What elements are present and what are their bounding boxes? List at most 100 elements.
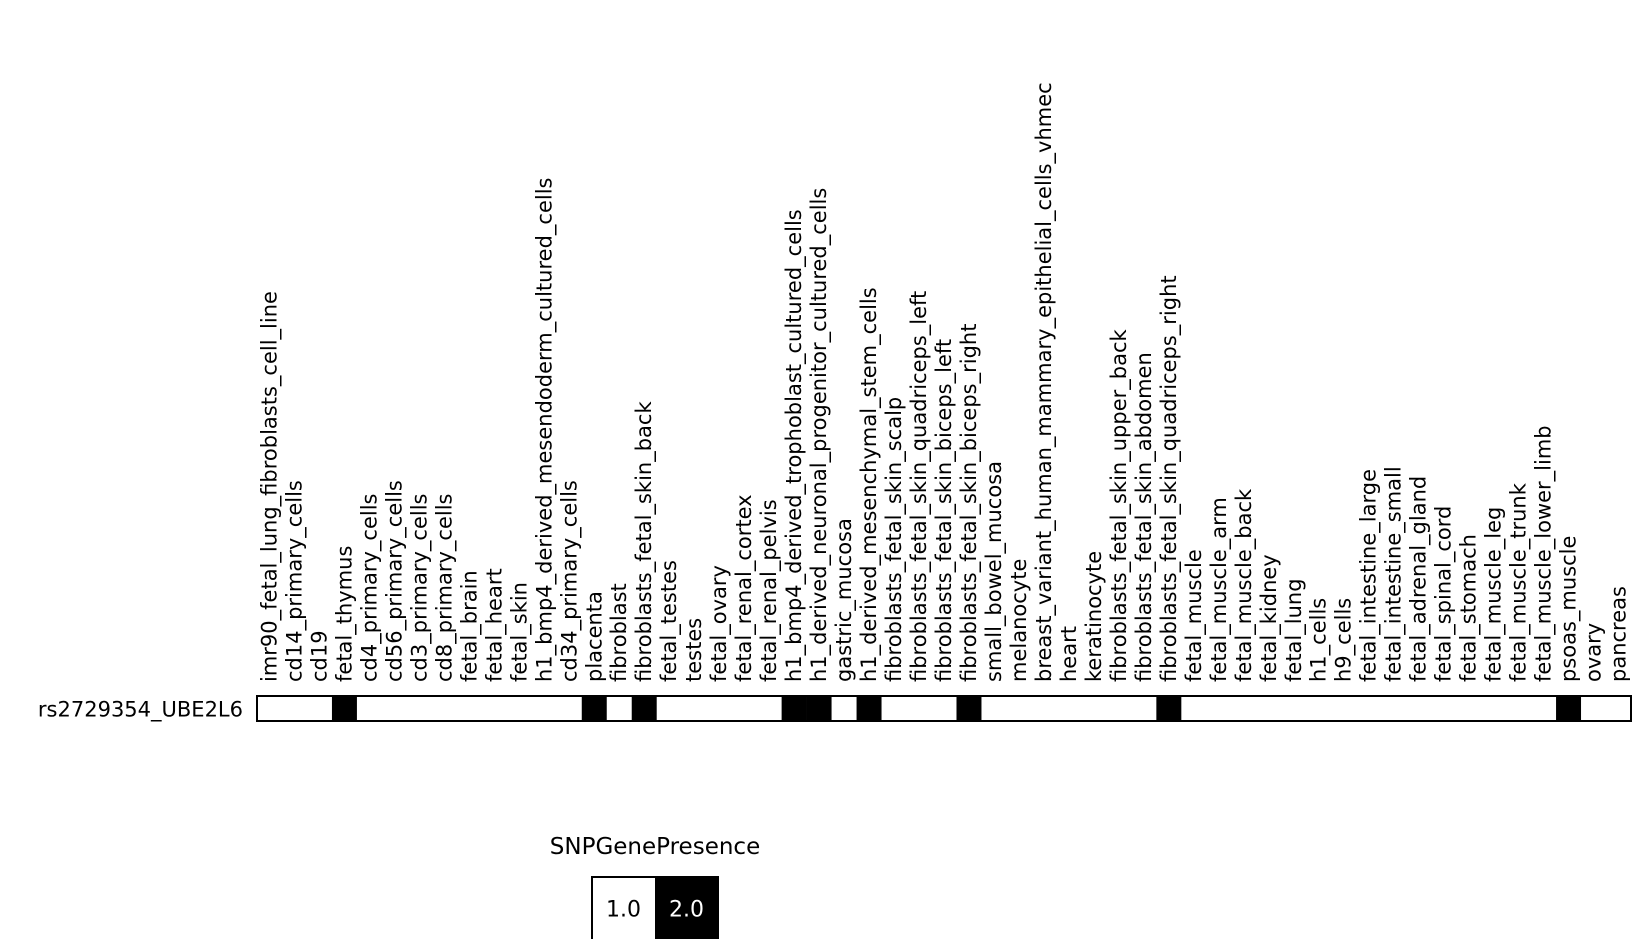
heatmap-cell <box>257 696 283 721</box>
column-label: fetal_ovary <box>707 565 732 682</box>
heatmap-cell <box>931 696 957 721</box>
column-label: psoas_muscle <box>1557 536 1582 682</box>
column-label: fibroblasts_fetal_skin_scalp <box>882 397 907 682</box>
heatmap-cell <box>681 696 707 721</box>
column-label: fetal_skin <box>507 582 532 682</box>
heatmap-cell <box>1006 696 1032 721</box>
column-label: fetal_muscle_arm <box>1207 497 1232 682</box>
heatmap-cell <box>1056 696 1082 721</box>
column-label: fibroblast <box>607 583 631 682</box>
column-label: fetal_heart <box>482 568 507 682</box>
legend-label: 2.0 <box>669 898 704 923</box>
heatmap-cell <box>731 696 757 721</box>
heatmap-cell <box>906 696 932 721</box>
heatmap-cell <box>1156 696 1182 721</box>
column-label: cd8_primary_cells <box>432 494 457 683</box>
heatmap-cell <box>1556 696 1582 721</box>
legend-title: SNPGenePresence <box>550 834 760 860</box>
legend: SNPGenePresence 1.0 2.0 <box>550 834 760 939</box>
heatmap-cell <box>1406 696 1432 721</box>
heatmap-cell <box>1456 696 1482 721</box>
column-label: cd19 <box>307 630 331 682</box>
heatmap-cell <box>556 696 583 721</box>
column-label: pancreas <box>1607 586 1631 682</box>
heatmap-cell <box>1356 696 1382 721</box>
column-label: gastric_mucosa <box>832 518 857 682</box>
heatmap-cell <box>1381 696 1407 721</box>
heatmap-cell <box>631 696 658 721</box>
column-label: fetal_spinal_cord <box>1432 506 1457 682</box>
heatmap-cell <box>856 696 882 721</box>
heatmap-cell <box>1531 696 1557 721</box>
heatmap-cells <box>257 696 1632 721</box>
column-label: fetal_renal_cortex <box>732 494 757 682</box>
column-label: fetal_renal_pelvis <box>757 499 782 682</box>
heatmap-cell <box>381 696 408 721</box>
column-label: fibroblasts_fetal_skin_biceps_right <box>957 324 982 682</box>
column-label: fibroblasts_fetal_skin_back <box>632 401 657 682</box>
column-label: fetal_thymus <box>332 546 357 682</box>
heatmap-cell <box>406 696 433 721</box>
column-label: fibroblasts_fetal_skin_upper_back <box>1107 329 1132 682</box>
column-label: h1_derived_neuronal_progenitor_cultured_… <box>807 188 832 682</box>
column-label: imr90_fetal_lung_fibroblasts_cell_line <box>257 291 282 682</box>
column-label: fetal_intestine_small <box>1382 466 1407 682</box>
column-label: fetal_muscle <box>1182 549 1207 682</box>
heatmap-cell <box>1506 696 1532 721</box>
column-label: fetal_brain <box>457 570 482 682</box>
heatmap-cell <box>431 696 458 721</box>
heatmap-cell <box>331 696 358 721</box>
heatmap-cell <box>1606 696 1632 721</box>
heatmap-cell <box>981 696 1007 721</box>
heatmap-cell <box>456 696 483 721</box>
heatmap-cell <box>831 696 857 721</box>
column-label: fetal_kidney <box>1257 554 1282 682</box>
heatmap-cell <box>806 696 832 721</box>
column-label: fetal_intestine_large <box>1357 469 1382 682</box>
heatmap-cell <box>1031 696 1057 721</box>
column-label: h1_cells <box>1307 598 1332 682</box>
heatmap-cell <box>956 696 982 721</box>
column-label: fetal_muscle_trunk <box>1507 482 1532 682</box>
column-label: testes <box>682 618 706 682</box>
row-labels: rs2729354_UBE2L6 <box>38 698 243 723</box>
heatmap-cell <box>1256 696 1282 721</box>
column-label: fibroblasts_fetal_skin_quadriceps_right <box>1157 275 1182 682</box>
heatmap-cell <box>656 696 682 721</box>
column-label: heart <box>1057 626 1081 682</box>
column-label: fetal_muscle_back <box>1232 488 1257 682</box>
column-label: h1_bmp4_derived_mesendoderm_cultured_cel… <box>532 178 557 682</box>
column-label: fibroblasts_fetal_skin_quadriceps_left <box>907 291 932 682</box>
column-label: placenta <box>582 591 606 682</box>
column-label: cd4_primary_cells <box>357 494 382 683</box>
column-label: h1_derived_mesenchymal_stem_cells <box>857 287 882 682</box>
column-label: fibroblasts_fetal_skin_abdomen <box>1132 352 1157 682</box>
heatmap-cell <box>1581 696 1607 721</box>
column-label: cd34_primary_cells <box>557 480 582 682</box>
heatmap-frame <box>256 695 1632 722</box>
heatmap-cell <box>756 696 782 721</box>
column-label: fibroblasts_fetal_skin_biceps_left <box>932 339 957 682</box>
row-label: rs2729354_UBE2L6 <box>38 698 243 723</box>
column-label: fetal_adrenal_gland <box>1407 476 1432 682</box>
heatmap-cell <box>606 696 633 721</box>
column-label: keratinocyte <box>1082 551 1106 682</box>
heatmap-cell <box>1481 696 1507 721</box>
column-label: h9_cells <box>1332 598 1357 682</box>
heatmap-cell <box>481 696 508 721</box>
legend-swatch <box>655 877 718 939</box>
heatmap-cell <box>306 696 333 721</box>
heatmap-cell <box>1281 696 1307 721</box>
column-label: fetal_muscle_lower_limb <box>1532 425 1557 682</box>
column-label: melanocyte <box>1007 559 1031 682</box>
column-label: small_bowel_mucosa <box>982 461 1007 682</box>
heatmap-cell <box>1206 696 1232 721</box>
heatmap-cell <box>1431 696 1457 721</box>
heatmap-cell <box>506 696 533 721</box>
heatmap-cell <box>1181 696 1207 721</box>
column-label: fetal_muscle_leg <box>1482 507 1507 682</box>
heatmap-cell <box>281 696 308 721</box>
heatmap-cell <box>1106 696 1132 721</box>
column-label: cd56_primary_cells <box>382 480 407 682</box>
